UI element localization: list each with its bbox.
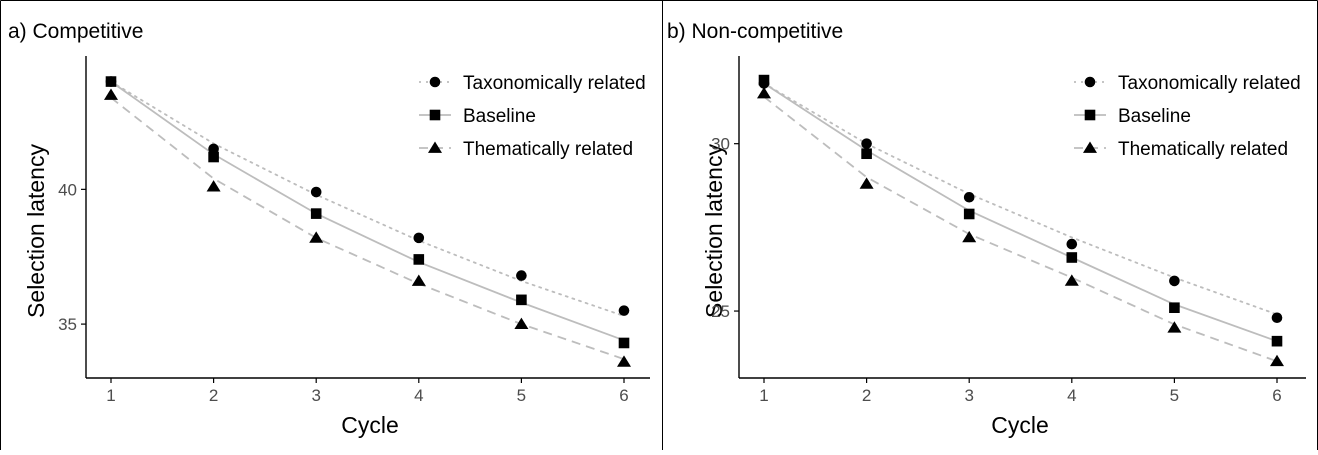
panel-title: b) Non-competitive (667, 20, 843, 43)
data-point-circle (310, 186, 322, 198)
x-tick-label: 3 (964, 386, 973, 405)
data-point-triangle (206, 180, 221, 192)
legend-marker-square (1084, 109, 1096, 121)
series-line-square (763, 82, 1278, 343)
x-tick-label: 5 (517, 386, 526, 405)
data-point-triangle (859, 177, 874, 189)
legend-label: Taxonomically related (463, 73, 646, 94)
legend-marker-circle (429, 76, 441, 88)
data-point-square (516, 294, 527, 306)
data-point-circle (413, 232, 425, 244)
x-tick-label: 4 (1067, 386, 1076, 405)
y-axis-label: Selection latency (701, 144, 727, 318)
panel-non-competitive: b) Non-competitive Selection latency Cyc… (667, 20, 1306, 438)
data-point-triangle (617, 355, 631, 367)
x-tick-label: 2 (862, 386, 871, 405)
data-point-triangle (411, 274, 426, 286)
data-point-circle (1169, 275, 1180, 287)
legend-marker-triangle (1083, 141, 1097, 153)
legend-marker-triangle (428, 141, 442, 153)
legend-marker-circle (1084, 76, 1096, 88)
data-point-square (1271, 335, 1283, 347)
data-point-square (963, 208, 975, 220)
data-point-circle (963, 191, 975, 203)
data-point-triangle (962, 230, 977, 243)
legend-marker-square (429, 109, 441, 121)
data-point-square (861, 148, 872, 160)
x-tick-label: 3 (311, 386, 320, 405)
data-point-circle (861, 138, 872, 149)
x-tick-label: 2 (209, 386, 218, 405)
data-point-square (1169, 302, 1180, 314)
data-point-square (758, 74, 770, 86)
x-tick-label: 5 (1170, 386, 1179, 405)
y-tick-label: 30 (711, 135, 730, 154)
data-point-circle (1066, 238, 1078, 250)
x-tick-label: 1 (106, 386, 115, 405)
series-line-circle (763, 82, 1278, 316)
series-line-triangle (763, 96, 1278, 363)
series-line-circle (110, 80, 625, 317)
x-tick-label: 6 (619, 386, 628, 405)
data-point-triangle (1064, 274, 1079, 286)
y-axis-label: Selection latency (23, 144, 49, 318)
data-point-circle (208, 143, 219, 155)
y-tick-label: 40 (58, 180, 77, 199)
legend-label: Thematically related (463, 139, 633, 160)
data-point-triangle (309, 231, 324, 243)
series-line-square (110, 80, 625, 342)
x-tick-label: 4 (414, 386, 423, 405)
legend-label: Baseline (463, 106, 536, 127)
data-point-circle (516, 270, 527, 281)
panel-title: a) Competitive (8, 20, 143, 43)
data-point-triangle (757, 86, 771, 99)
data-point-square (618, 337, 630, 349)
data-point-triangle (104, 88, 118, 100)
data-point-square (413, 254, 425, 265)
data-point-triangle (1167, 321, 1182, 333)
legend-label: Taxonomically related (1118, 73, 1301, 94)
panel-competitive: a) Competitive Selection latency Cycle 1… (8, 20, 650, 438)
data-point-square (105, 76, 117, 87)
y-tick-label: 35 (58, 315, 77, 334)
x-tick-label: 1 (759, 386, 768, 405)
series-line-triangle (110, 96, 625, 360)
y-tick-label: 25 (711, 302, 730, 321)
data-point-circle (618, 305, 630, 316)
legend-label: Baseline (1118, 106, 1191, 127)
data-point-square (208, 151, 219, 163)
legend-label: Thematically related (1118, 139, 1288, 160)
x-tick-label: 6 (1272, 386, 1281, 405)
data-point-triangle (514, 317, 529, 329)
data-point-triangle (1270, 354, 1284, 367)
data-point-square (310, 208, 322, 219)
data-point-square (1066, 252, 1078, 263)
x-axis-label: Cycle (341, 412, 399, 438)
x-axis-label: Cycle (991, 412, 1049, 438)
data-point-circle (1271, 312, 1283, 324)
